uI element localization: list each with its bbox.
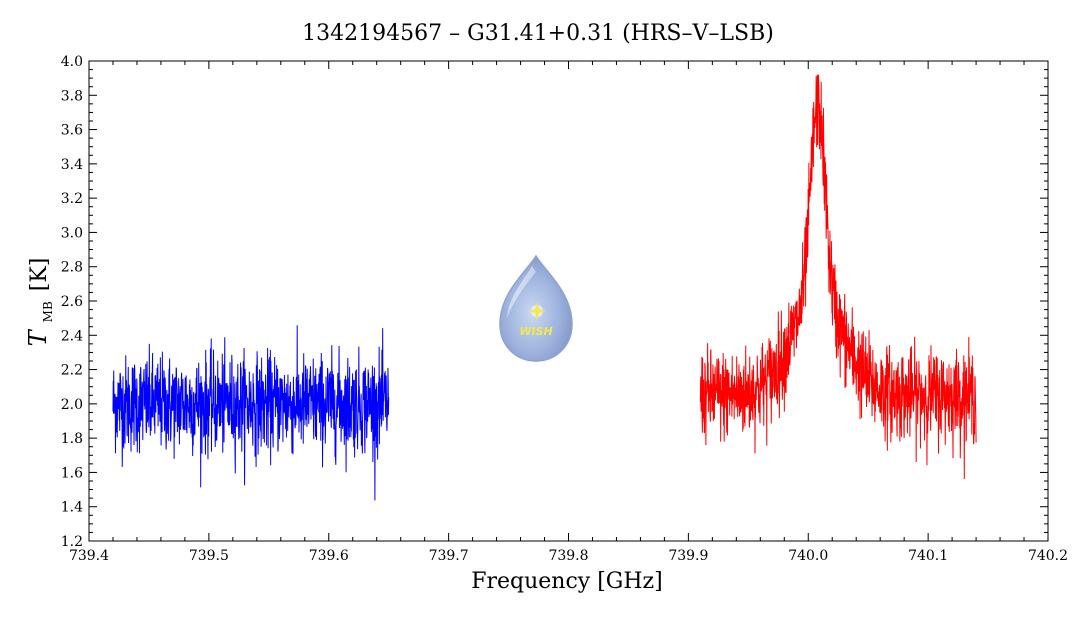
star-icon <box>528 302 546 320</box>
x-tick-label: 740.0 <box>788 548 828 564</box>
y-tick-label: 1.8 <box>61 431 83 447</box>
series-line-1 <box>699 74 977 480</box>
y-axis-subscript: MB <box>41 301 55 322</box>
y-tick-label: 3.4 <box>61 157 83 173</box>
y-tick-label: 3.2 <box>61 191 83 207</box>
x-tick-label: 739.6 <box>309 548 349 564</box>
chart-title: 1342194567 – G31.41+0.31 (HRS–V–LSB) <box>302 21 774 46</box>
y-axis-symbol: T <box>24 328 52 346</box>
y-tick-label: 3.0 <box>61 225 83 241</box>
drop-shine <box>507 266 536 318</box>
y-tick-label: 1.6 <box>61 465 83 481</box>
y-tick-label: 2.8 <box>61 260 83 276</box>
y-tick-label: 2.6 <box>61 294 83 310</box>
y-tick-label: 2.0 <box>61 397 83 413</box>
x-tick-label: 739.4 <box>69 548 109 564</box>
x-tick-label: 740.1 <box>908 548 948 564</box>
logo-text: WISH <box>519 325 552 338</box>
x-tick-label: 739.8 <box>548 548 588 564</box>
y-axis-unit: [K] <box>27 258 52 292</box>
y-tick-label: 1.4 <box>61 500 83 516</box>
y-tick-label: 4.0 <box>61 54 83 70</box>
x-tick-label: 739.9 <box>668 548 708 564</box>
series-line-0 <box>112 325 390 501</box>
y-tick-label: 1.2 <box>61 534 83 550</box>
plot-frame <box>88 60 1049 542</box>
x-axis-label: Frequency [GHz] <box>471 569 663 594</box>
y-tick-label: 2.4 <box>61 328 83 344</box>
plot-area: 739.4 739.5 739.6 739.7 739.8 739.9 740.0 740.1… <box>61 54 1068 564</box>
y-tick-label: 2.2 <box>61 363 83 379</box>
y-tick-label: 3.6 <box>61 123 83 139</box>
wish-logo: WISH <box>499 254 573 362</box>
x-tick-label: 740.2 <box>1028 548 1068 564</box>
y-tick-label: 3.8 <box>61 88 83 104</box>
x-tick-label: 739.5 <box>189 548 229 564</box>
x-tick-label: 739.7 <box>429 548 469 564</box>
y-axis-label: T MB [K] <box>24 258 56 347</box>
